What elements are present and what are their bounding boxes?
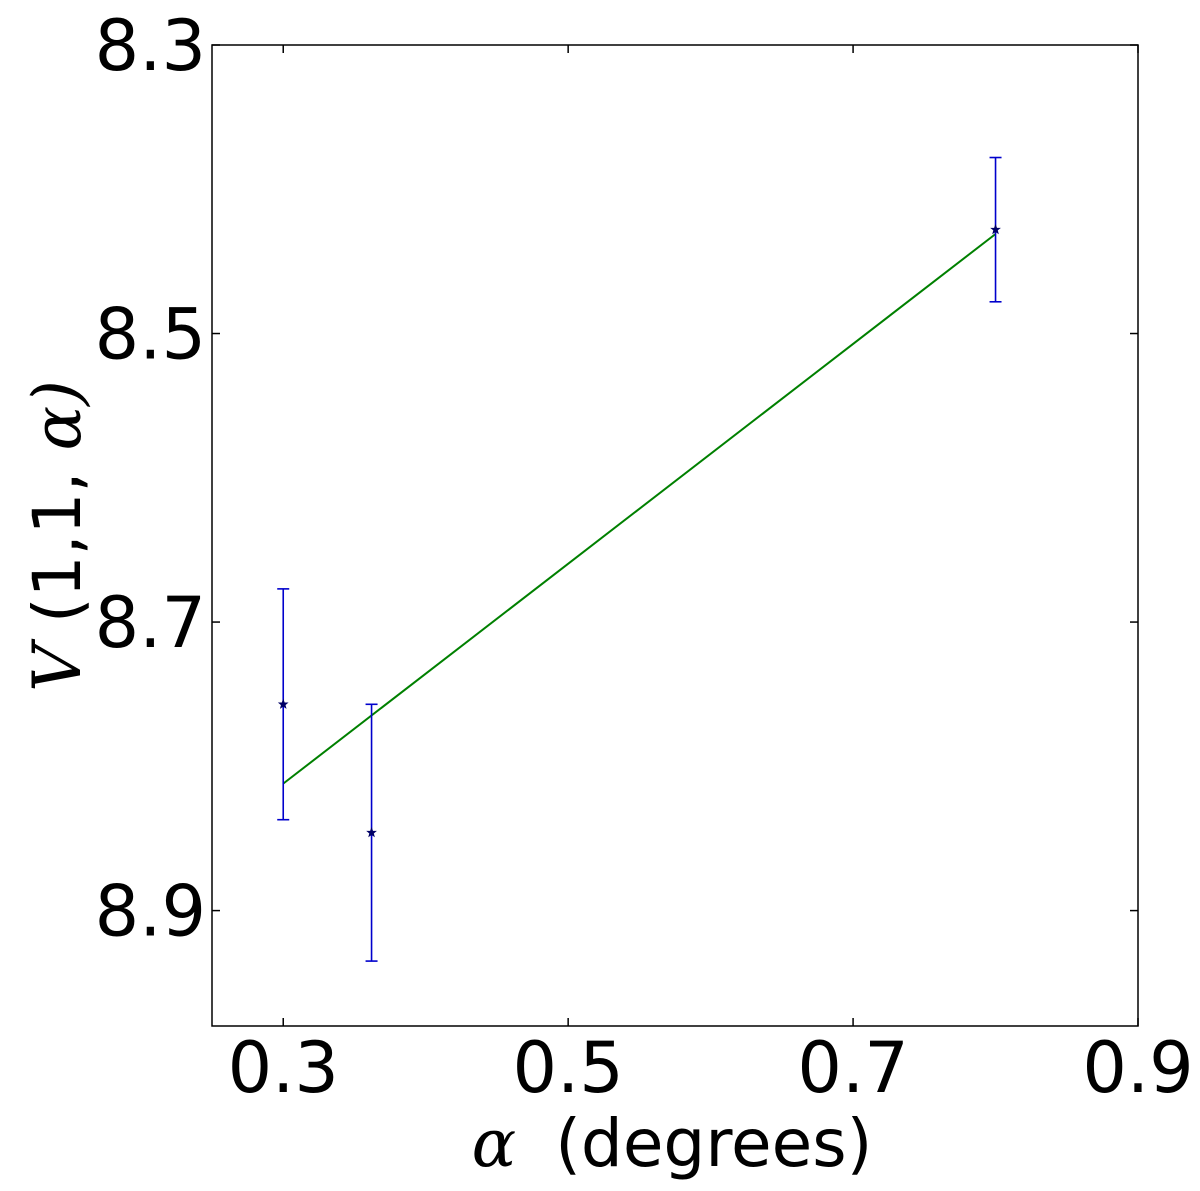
x-axis-symbol: α — [472, 1105, 517, 1182]
axis-ticks — [212, 44, 1139, 1026]
errorbar-series — [277, 156, 1002, 962]
y-tick-label: 8.3 — [95, 5, 206, 87]
y-axis-symbol-v: V — [19, 638, 96, 692]
y-axis-symbol-alpha: α) — [19, 380, 96, 450]
plot-area — [211, 44, 1139, 1027]
y-tick-labels: 8.3 8.5 8.7 8.9 — [95, 5, 206, 953]
data-point-star — [366, 827, 377, 838]
x-tick-label: 0.7 — [797, 1027, 908, 1109]
data-point-star — [277, 698, 289, 709]
fit-line — [282, 233, 997, 785]
y-tick-label: 8.7 — [95, 582, 206, 664]
y-axis-label: V (1,1, α) — [19, 380, 96, 692]
y-axis-args: (1,1, — [19, 471, 96, 623]
y-tick-label: 8.5 — [95, 294, 206, 376]
y-tick-label: 8.9 — [95, 871, 206, 953]
data-point-star — [990, 224, 1001, 235]
x-tick-label: 0.5 — [512, 1027, 623, 1109]
x-axis-unit: (degrees) — [555, 1105, 872, 1182]
x-tick-labels: 0.3 0.5 0.7 0.9 — [228, 1027, 1194, 1109]
x-axis-label: α (degrees) — [472, 1105, 873, 1182]
fit-line-series — [282, 233, 997, 785]
x-tick-label: 0.9 — [1082, 1027, 1193, 1109]
x-tick-label: 0.3 — [228, 1027, 339, 1109]
